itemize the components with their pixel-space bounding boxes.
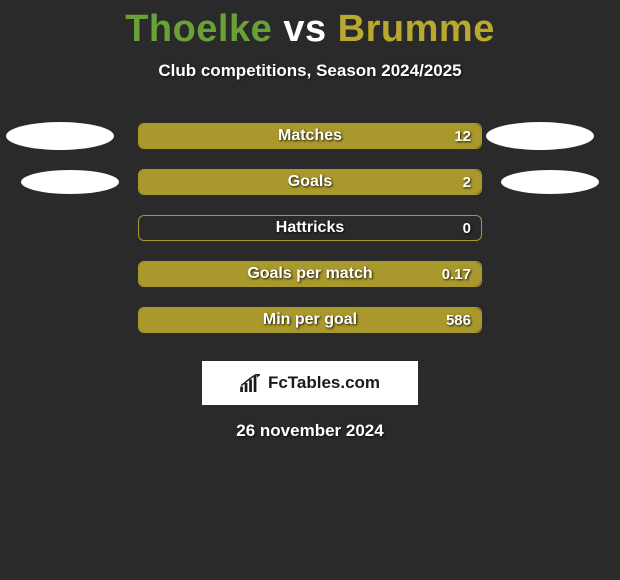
stat-row: Goals per match 0.17 — [0, 251, 620, 297]
title-player1: Thoelke — [125, 8, 272, 50]
stat-row: Hattricks 0 — [0, 205, 620, 251]
stat-label: Min per goal — [263, 311, 357, 329]
stat-row: Matches 12 — [0, 113, 620, 159]
brand-text: FcTables.com — [268, 373, 380, 393]
title-player2: Brumme — [338, 8, 495, 50]
decor-ellipse — [486, 122, 594, 150]
stat-bar: Matches 12 — [138, 123, 482, 149]
stat-value-right: 0.17 — [442, 266, 471, 283]
stat-bar: Hattricks 0 — [138, 215, 482, 241]
stat-bar: Goals per match 0.17 — [138, 261, 482, 287]
stat-label: Matches — [278, 127, 342, 145]
decor-ellipse — [501, 170, 599, 194]
title-vs: vs — [283, 8, 326, 50]
stat-value-right: 0 — [463, 220, 471, 237]
decor-ellipse — [21, 170, 119, 194]
stat-value-right: 12 — [454, 128, 471, 145]
stat-bar: Min per goal 586 — [138, 307, 482, 333]
bars-up-icon — [240, 374, 262, 392]
stats-chart: Matches 12 Goals 2 Hattricks 0 Goals per match… — [0, 113, 620, 343]
page-title: Thoelke vs Brumme — [0, 0, 620, 51]
stat-row: Goals 2 — [0, 159, 620, 205]
decor-ellipse — [6, 122, 114, 150]
stat-bar: Goals 2 — [138, 169, 482, 195]
stat-label: Goals — [288, 173, 332, 191]
stat-value-right: 586 — [446, 312, 471, 329]
brand-badge[interactable]: FcTables.com — [202, 361, 418, 405]
stat-value-right: 2 — [463, 174, 471, 191]
stat-label: Goals per match — [247, 265, 372, 283]
stat-row: Min per goal 586 — [0, 297, 620, 343]
subtitle: Club competitions, Season 2024/2025 — [0, 61, 620, 81]
date-label: 26 november 2024 — [0, 421, 620, 441]
stat-label: Hattricks — [276, 219, 344, 237]
